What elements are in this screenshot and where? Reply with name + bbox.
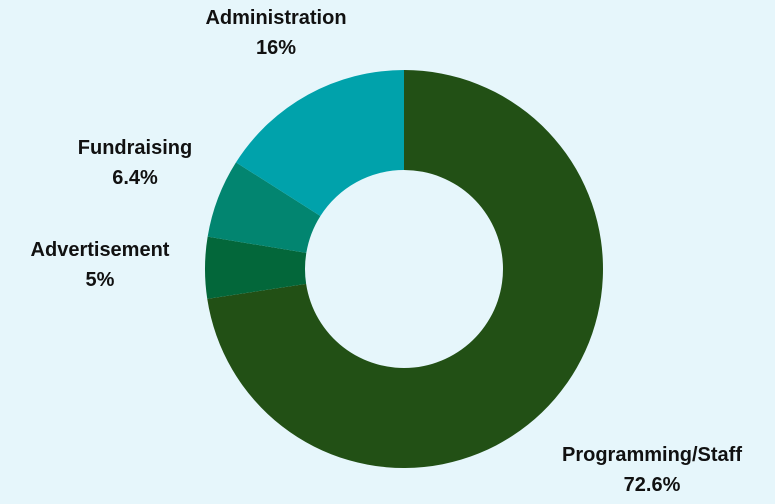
- slice-fundraising: [207, 162, 321, 253]
- slice-label-administration: Administration: [205, 7, 346, 29]
- slice-value-fundraising: 6.4%: [112, 167, 158, 189]
- slice-value-advertisement: 5%: [86, 269, 115, 291]
- slices: [204, 70, 603, 468]
- slice-label-fundraising: Fundraising: [78, 137, 192, 159]
- slice-value-administration: 16%: [256, 37, 296, 59]
- slice-programming-staff: [207, 70, 603, 468]
- slice-advertisement: [204, 236, 307, 299]
- slice-label-programming-staff: Programming/Staff: [562, 444, 742, 466]
- slice-value-programming-staff: 72.6%: [624, 474, 681, 496]
- slice-labels: Programming/Staff 72.6% Advertisement 5% Fun…: [31, 7, 743, 496]
- slice-administration: [235, 70, 404, 216]
- slice-label-advertisement: Advertisement: [31, 239, 170, 261]
